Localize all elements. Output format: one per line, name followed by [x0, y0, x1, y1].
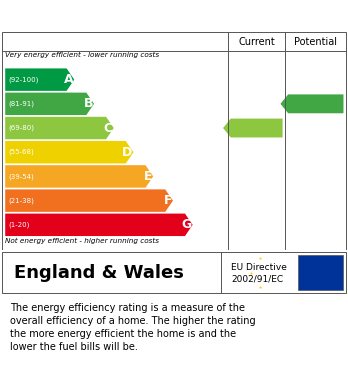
Text: B: B — [84, 97, 93, 110]
Text: Potential: Potential — [294, 37, 337, 47]
Text: A: A — [64, 73, 73, 86]
Text: Very energy efficient - lower running costs: Very energy efficient - lower running co… — [5, 52, 159, 58]
Polygon shape — [5, 165, 153, 188]
Text: (81-91): (81-91) — [9, 100, 35, 107]
Text: (55-68): (55-68) — [9, 149, 34, 156]
Text: Current: Current — [238, 37, 275, 47]
Text: EU Directive: EU Directive — [231, 263, 287, 272]
Text: England & Wales: England & Wales — [14, 264, 184, 282]
Text: (92-100): (92-100) — [9, 76, 39, 83]
Text: (1-20): (1-20) — [9, 222, 30, 228]
Text: C: C — [104, 122, 113, 135]
Text: (39-54): (39-54) — [9, 173, 34, 180]
Text: F: F — [163, 194, 172, 207]
Polygon shape — [5, 213, 193, 236]
Polygon shape — [5, 141, 134, 163]
Text: 81: 81 — [310, 97, 330, 111]
Polygon shape — [5, 189, 173, 212]
Polygon shape — [280, 94, 343, 113]
Polygon shape — [5, 93, 94, 115]
Polygon shape — [5, 68, 74, 91]
Text: G: G — [181, 218, 192, 231]
Bar — [298, 255, 343, 290]
Text: (69-80): (69-80) — [9, 125, 35, 131]
Text: Not energy efficient - higher running costs: Not energy efficient - higher running co… — [5, 238, 159, 244]
Text: E: E — [144, 170, 152, 183]
Text: D: D — [122, 146, 133, 159]
Text: The energy efficiency rating is a measure of the
overall efficiency of a home. T: The energy efficiency rating is a measur… — [10, 303, 256, 352]
Text: Energy Efficiency Rating: Energy Efficiency Rating — [10, 9, 220, 23]
Polygon shape — [5, 117, 114, 139]
Polygon shape — [223, 118, 283, 138]
Text: 2002/91/EC: 2002/91/EC — [231, 275, 284, 284]
Text: (21-38): (21-38) — [9, 197, 34, 204]
Text: 73: 73 — [251, 121, 270, 135]
